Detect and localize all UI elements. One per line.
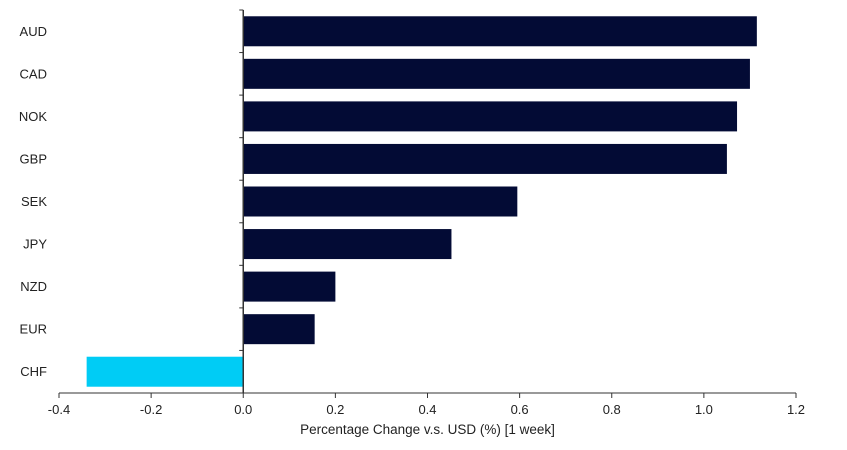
bar-aud <box>243 16 757 47</box>
category-label-eur: EUR <box>20 322 47 337</box>
category-label-gbp: GBP <box>20 151 47 166</box>
labels-layer: AUD CAD NOK GBP SEK JPY NZD EUR CHF -0.4 -0.2 0.0 0.… <box>19 24 805 417</box>
bars-layer <box>86 16 757 387</box>
x-tick-label: 0.6 <box>511 402 529 417</box>
category-label-sek: SEK <box>21 194 47 209</box>
category-label-aud: AUD <box>20 24 47 39</box>
x-tick-label: -0.2 <box>140 402 162 417</box>
category-label-nok: NOK <box>19 109 48 124</box>
bar-nzd <box>243 271 336 302</box>
axes-layer <box>58 9 797 398</box>
bar-cad <box>243 58 750 89</box>
x-tick-label: 0.4 <box>418 402 436 417</box>
bar-chf <box>86 356 244 387</box>
category-label-nzd: NZD <box>20 279 47 294</box>
bar-eur <box>243 314 315 345</box>
bar-sek <box>243 186 518 217</box>
category-label-chf: CHF <box>20 364 47 379</box>
x-tick-label: 1.2 <box>787 402 805 417</box>
x-axis-title: Percentage Change v.s. USD (%) [1 week] <box>300 422 555 437</box>
bar-jpy <box>243 229 452 260</box>
x-tick-label: 0.8 <box>603 402 621 417</box>
x-tick-label: 1.0 <box>695 402 713 417</box>
category-label-cad: CAD <box>20 66 47 81</box>
bar-nok <box>243 101 738 132</box>
bar-gbp <box>243 143 727 174</box>
x-tick-label: 0.2 <box>326 402 344 417</box>
category-label-jpy: JPY <box>23 237 47 252</box>
x-tick-label: -0.4 <box>48 402 70 417</box>
x-tick-label: 0.0 <box>234 402 252 417</box>
